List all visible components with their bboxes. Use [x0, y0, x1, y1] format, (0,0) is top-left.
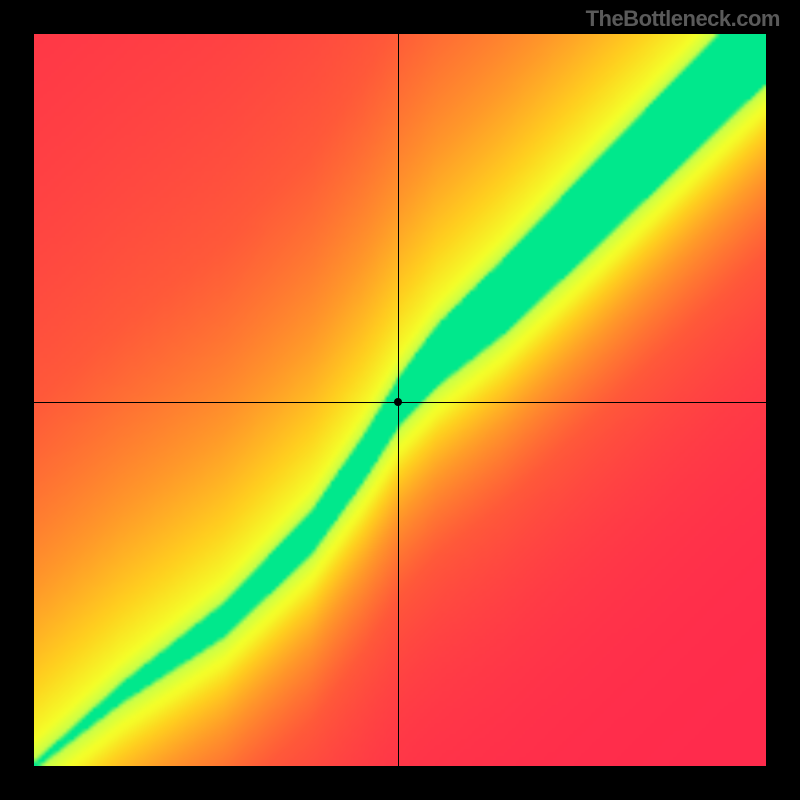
crosshair-marker — [394, 398, 402, 406]
watermark-text: TheBottleneck.com — [586, 6, 780, 32]
plot-area — [34, 34, 766, 766]
chart-container: { "watermark": { "text": "TheBottleneck.… — [0, 0, 800, 800]
